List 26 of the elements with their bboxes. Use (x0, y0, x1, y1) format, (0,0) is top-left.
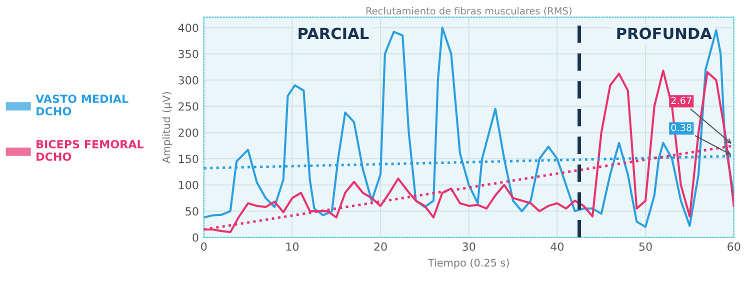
x-tick-label: 30 (462, 242, 476, 251)
x-tick-label: 10 (286, 242, 299, 251)
y-tick-label: 50 (186, 207, 198, 216)
x-tick-label: 60 (728, 242, 740, 251)
y-tick-label: 150 (179, 154, 198, 164)
annotation: PARCIAL (298, 28, 369, 40)
y-tick-label: 250 (178, 102, 198, 111)
y-tick-label: 0 (192, 233, 198, 242)
annotation: 0.38 (671, 124, 692, 132)
y-tick-label: 200 (178, 128, 198, 137)
line-series (204, 26, 734, 228)
y-tick-label: 300 (178, 76, 198, 84)
x-tick-label: 50 (639, 242, 652, 251)
x-tick-label: 0 (201, 242, 207, 251)
y-tick-label: 100 (179, 180, 198, 190)
chart-title: Reclutamiento de fibras musculares (RMS) (366, 6, 572, 16)
x-tick-label: 40 (550, 242, 564, 251)
y-tick-label: 350 (178, 50, 198, 58)
y-axis-title: Amplitud (μV) (162, 92, 172, 164)
annotation: 2.67 (671, 96, 692, 104)
legend-label: VASTO MEDIAL DCHO (36, 94, 128, 116)
annotation: PROFUNDA (617, 28, 712, 40)
legend-label: BICEPS FEMORAL DCHO (36, 140, 144, 161)
x-tick-label: 20 (374, 242, 387, 251)
x-axis-title: Tiempo (0.25 s) (428, 258, 509, 269)
y-tick-label: 400 (178, 24, 198, 32)
